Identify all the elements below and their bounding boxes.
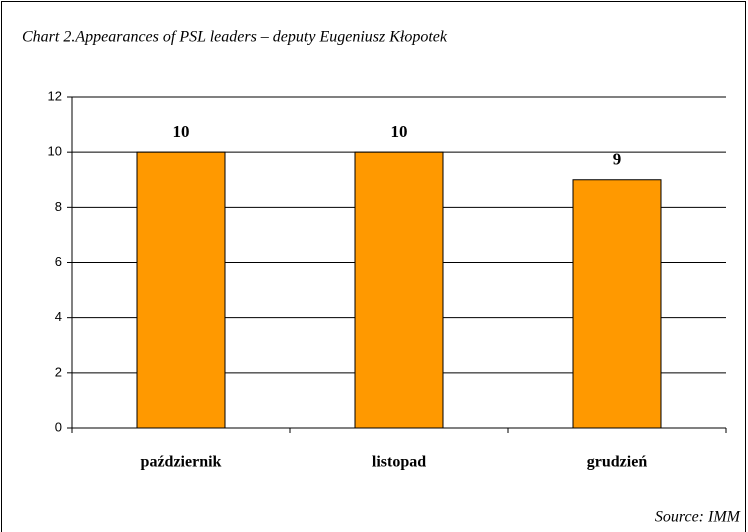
y-tick-label: 2	[55, 364, 62, 379]
bar	[572, 179, 662, 429]
data-label: 10	[173, 122, 190, 141]
chart-title: Chart 2.Appearances of PSL leaders – dep…	[22, 29, 448, 46]
data-label: 10	[391, 122, 408, 141]
x-tick-label: grudzień	[587, 454, 648, 471]
y-tick-label: 10	[48, 144, 62, 159]
y-tick-label: 4	[55, 309, 62, 324]
bar	[354, 151, 444, 429]
y-tick-label: 0	[55, 419, 62, 434]
y-tick-label: 12	[48, 88, 62, 103]
bar	[136, 151, 226, 429]
y-tick-label: 6	[55, 254, 62, 269]
y-tick-label: 8	[55, 199, 62, 214]
data-label: 9	[613, 150, 622, 169]
x-tick-label: październik	[141, 454, 222, 471]
source-note: Source: IMM	[655, 509, 742, 526]
x-tick-label: listopad	[372, 454, 426, 471]
